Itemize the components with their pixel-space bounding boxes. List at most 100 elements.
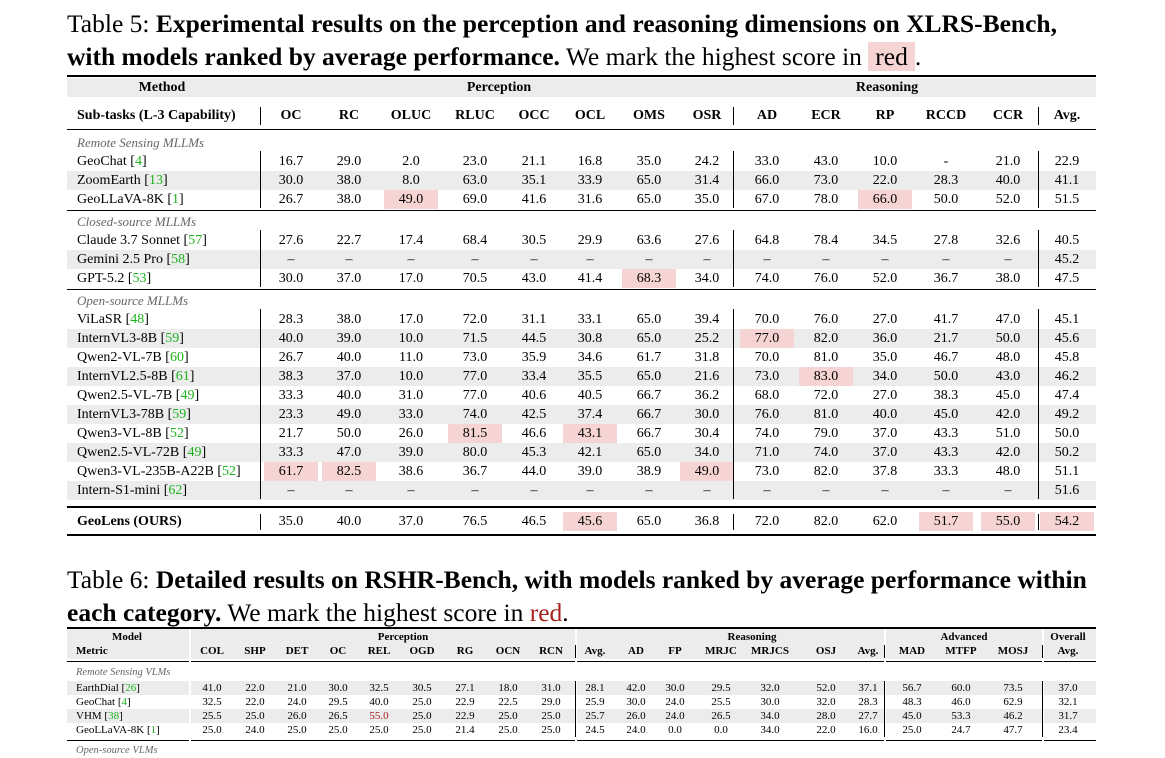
t5-cell-2-0-3: 72.0	[462, 312, 488, 327]
t5-divider-2-1	[733, 230, 734, 287]
t5-cell-2-9-9: –	[822, 483, 830, 498]
t5-cell-2-5-11: 45.0	[933, 407, 959, 422]
t5-cell-2-1-1: 39.0	[336, 331, 362, 346]
t6-row-0-name: EarthDial	[76, 682, 119, 694]
t6-cell-1-2: 24.0	[287, 696, 307, 708]
t5-cell-2-5-0: 23.3	[278, 407, 304, 422]
t5-row-2-4: Qwen2.5-VL-7B [49] 33.3 40.0 31.0 77.0 40.6 40…	[67, 386, 1096, 405]
t6-cell-2-15: 27.7	[858, 710, 878, 722]
t6-cell-1-14: 32.0	[816, 696, 836, 708]
t6-cell-1-15: 28.3	[858, 696, 878, 708]
t5-cell-1-0-5: 29.9	[577, 233, 603, 248]
t6-cell-0-1: 22.0	[245, 682, 265, 694]
t6-avg-divider-0	[575, 645, 576, 658]
t5-cell-2-2-11: 46.7	[933, 350, 959, 365]
t5-cell-2-5-8: 76.0	[754, 407, 780, 422]
t5-row-2-3: InternVL2.5-8B [61] 38.3 37.0 10.0 77.0 33.4 3…	[67, 367, 1096, 386]
t5-row-2-9-name-cell: Intern-S1-mini [62]	[77, 483, 188, 498]
t5-cell-0-2-1: 38.0	[336, 192, 362, 207]
t5-cell-2-6-8: 74.0	[754, 426, 780, 441]
t5-cell-1-1-13: 45.2	[1054, 252, 1080, 267]
t6-cell-3-15: 16.0	[858, 724, 878, 736]
t5-cell-0-0-12: 21.0	[995, 154, 1021, 169]
t5-cell-2-7-13: 50.2	[1054, 445, 1080, 460]
t6-cell-3-3: 25.0	[328, 724, 348, 736]
t5-row-2-5-name-cell: InternVL3-78B [59]	[77, 407, 191, 422]
t6-cell-0-2: 21.0	[287, 682, 307, 694]
t6-row-0-name-cell: EarthDial [26]	[76, 682, 140, 694]
t6-cell-3-4: 25.0	[369, 724, 389, 736]
t5-cell-2-0-5: 33.1	[577, 312, 603, 327]
t5-cell-2-2-6: 61.7	[636, 350, 662, 365]
t5-cell-2-5-5: 37.4	[577, 407, 603, 422]
t5-cell-2-5-12: 42.0	[995, 407, 1021, 422]
t6-col-header-4: REL	[367, 645, 391, 657]
t5-col-header-10: RP	[875, 108, 895, 123]
t5-cell-2-8-11: 33.3	[933, 464, 959, 479]
t6-col-header-13: MRJCS	[751, 645, 789, 657]
t5-cell-2-7-0: 33.3	[278, 445, 304, 460]
t5-cell-2-8-4: 44.0	[521, 464, 547, 479]
t5-cell-1-1-1: –	[345, 252, 353, 267]
t5-col-header-11: RCCD	[925, 108, 967, 123]
t6-cell-3-12: 0.0	[714, 724, 728, 736]
t5-cell-1-2-13: 47.5	[1054, 271, 1080, 286]
t5-cell-0-1-7: 31.4	[694, 173, 720, 188]
t5-divider-4-1	[733, 514, 734, 530]
t5-cell-2-1-7: 25.2	[694, 331, 720, 346]
table5-caption-end: .	[914, 42, 922, 71]
t5-group-perception: Perception	[466, 80, 532, 95]
t5-cell-2-0-8: 70.0	[754, 312, 780, 327]
table6-caption-end: .	[562, 598, 569, 627]
t6-group-divider-0	[189, 629, 191, 741]
t5-cell-1-0-6: 63.6	[636, 233, 662, 248]
t5-row-2-7: Qwen2.5-VL-72B [49] 33.3 47.0 39.0 80.0 45.3 4…	[67, 443, 1096, 462]
t5-cell-2-8-6: 38.9	[636, 464, 662, 479]
t5-cell-2-2-4: 35.9	[521, 350, 547, 365]
t6-group-overall: Overall	[1050, 631, 1086, 643]
t5-cell-2-0-7: 39.4	[694, 312, 720, 327]
t5-divider-0-0	[260, 107, 261, 125]
t5-row-1-1-name: Gemini 2.5 Pro	[77, 252, 163, 267]
t5-cell-2-1-4: 44.5	[521, 331, 547, 346]
t6-cell-3-13: 34.0	[760, 724, 780, 736]
t5-cell-0-2-6: 65.0	[636, 192, 662, 207]
table5-caption-red-marker: red	[868, 42, 915, 71]
t5-row-0-2: GeoLLaVA-8K [1] 26.7 38.0 49.0 69.0 41.6 31.6 6…	[67, 190, 1096, 209]
t6-row-2-name-cell: VHM [38]	[76, 710, 123, 722]
t5-cell-0-2-8: 67.0	[754, 192, 780, 207]
t5-cell-2-8-8: 73.0	[754, 464, 780, 479]
t5-cell-0-0-13: 22.9	[1054, 154, 1080, 169]
t6-cell-0-17: 60.0	[951, 682, 971, 694]
t5-cell-2-9-12: –	[1004, 483, 1012, 498]
t5-cell-2-5-3: 74.0	[462, 407, 488, 422]
t6-cell-0-16: 56.7	[902, 682, 922, 694]
t5-cell-2-6-5: 43.1	[563, 424, 617, 443]
t5-cell-2-3-5: 35.5	[577, 369, 603, 384]
t5-cell-1-0-2: 17.4	[398, 233, 424, 248]
t6-cell-1-16: 48.3	[902, 696, 922, 708]
t6-cell-3-16: 25.0	[902, 724, 922, 736]
t5-cell-2-3-3: 77.0	[462, 369, 488, 384]
t5-cell-2-1-9: 82.0	[813, 331, 839, 346]
t5-row-2-8-name-cell: Qwen3-VL-235B-A22B [52]	[77, 464, 241, 479]
t6-cell-2-2: 26.0	[287, 710, 307, 722]
t5-group-method: Method	[138, 80, 186, 95]
t6-cell-2-19: 31.7	[1058, 710, 1078, 722]
t5-cell-2-4-12: 45.0	[995, 388, 1021, 403]
t5-row-0-0-name: GeoChat	[77, 154, 127, 169]
t5-cell-2-1-8: 77.0	[740, 329, 794, 348]
t5-cell-0-0-8: 33.0	[754, 154, 780, 169]
t5-row-2-3-name-cell: InternVL2.5-8B [61]	[77, 369, 195, 384]
t5-cell-2-2-5: 34.6	[577, 350, 603, 365]
t5-cell-2-4-0: 33.3	[278, 388, 304, 403]
t5-cell-2-8-1: 82.5	[322, 462, 376, 481]
t6-cell-1-10: 30.0	[626, 696, 646, 708]
t5-col-header-13: Avg.	[1053, 108, 1081, 123]
t5-row-2-3-name: InternVL2.5-8B	[77, 369, 168, 384]
t5-cell-0-1-10: 22.0	[872, 173, 898, 188]
t5-cell-2-2-13: 45.8	[1054, 350, 1080, 365]
t5-row-2-0-name: ViLaSR	[77, 312, 123, 327]
t6-cell-1-8: 29.0	[541, 696, 561, 708]
t6-cell-3-1: 24.0	[245, 724, 265, 736]
